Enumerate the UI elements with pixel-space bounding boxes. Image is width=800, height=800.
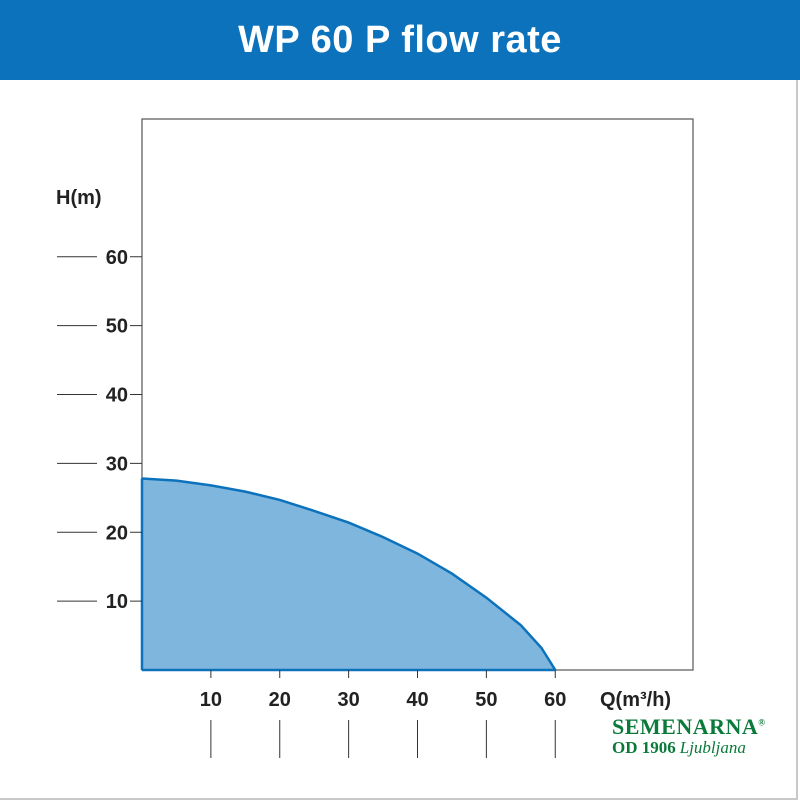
- logo-city: Ljubljana: [679, 738, 746, 757]
- logo-name: SEMENARNA: [612, 714, 759, 739]
- x-axis-label: Q(m³/h): [600, 689, 671, 711]
- y-tick-label: 10: [106, 591, 128, 613]
- x-tick-label: 30: [338, 689, 360, 711]
- y-tick-label: 30: [106, 453, 128, 475]
- x-tick-label: 10: [200, 689, 222, 711]
- semenarna-logo: SEMENARNA® OD 1906 Ljubljana: [612, 714, 772, 758]
- x-tick-label: 20: [269, 689, 291, 711]
- logo-since: OD 1906: [612, 738, 676, 757]
- chart-frame: [0, 80, 798, 800]
- chart-title: WP 60 P flow rate: [238, 18, 562, 61]
- x-tick-label: 50: [475, 689, 497, 711]
- x-tick-label: 40: [406, 689, 428, 711]
- flow-curve: [141, 477, 557, 671]
- logo-registered-mark: ®: [758, 717, 766, 728]
- y-tick-label: 40: [106, 385, 128, 407]
- y-tick-label: 20: [106, 522, 128, 544]
- y-tick-label: 50: [106, 316, 128, 338]
- title-bar: WP 60 P flow rate: [0, 0, 800, 80]
- x-tick-label: 60: [544, 689, 566, 711]
- y-tick-label: 60: [106, 247, 128, 269]
- y-axis-label: H(m): [56, 187, 102, 209]
- flow-area: [142, 478, 556, 670]
